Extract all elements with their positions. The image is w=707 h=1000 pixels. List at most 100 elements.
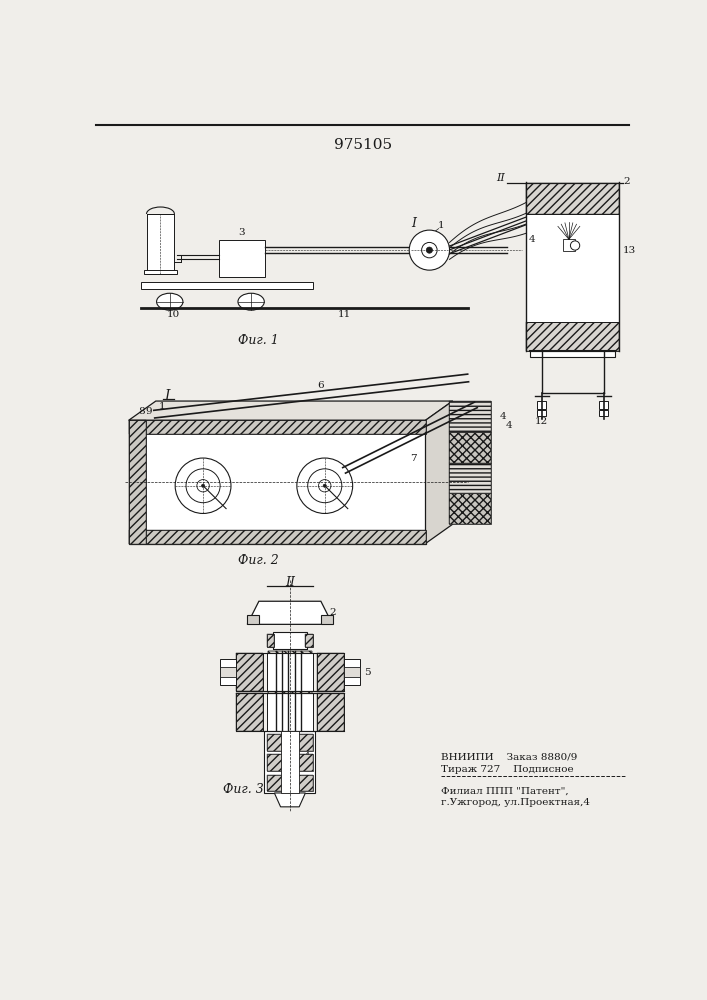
Text: г.Ужгород, ул.Проектная,4: г.Ужгород, ул.Проектная,4 [441,798,590,807]
Text: 8: 8 [138,407,144,416]
Bar [526,322,619,351]
Polygon shape [274,793,305,807]
Circle shape [409,230,450,270]
Text: ВНИИПИ    Заказ 8880/9: ВНИИПИ Заказ 8880/9 [441,753,578,762]
Polygon shape [426,401,452,544]
Bar [129,530,426,544]
Bar [144,270,177,274]
Bar [537,410,547,416]
Bar [268,651,312,731]
Text: II: II [285,576,295,588]
Text: Фиг. 3: Фиг. 3 [223,783,264,796]
Circle shape [319,480,331,492]
Bar [129,420,146,544]
Circle shape [421,242,437,258]
Text: 13: 13 [623,246,636,255]
Text: Фиг. 1: Фиг. 1 [238,334,279,347]
Text: 4: 4 [303,762,310,771]
Text: 5: 5 [364,668,370,677]
Bar [267,734,313,751]
Bar [264,731,315,793]
Bar [305,634,313,647]
Polygon shape [247,615,259,624]
Text: I: I [411,217,416,230]
Text: Тираж 727    Подписное: Тираж 727 Подписное [441,765,573,774]
Bar [526,214,619,322]
Bar [305,634,313,647]
Text: 975105: 975105 [334,138,392,152]
Bar [267,634,274,647]
Bar [267,754,313,771]
Bar [273,632,307,649]
Text: I: I [165,389,170,403]
Bar [267,693,313,731]
Bar [218,240,265,277]
Text: 4: 4 [303,752,310,761]
Polygon shape [247,601,332,624]
Bar [449,493,491,524]
Text: 4: 4 [529,235,536,244]
Bar [235,693,263,731]
Bar [526,183,619,214]
Bar [267,774,313,791]
Bar [449,463,491,493]
Text: 11: 11 [337,310,351,319]
Bar [129,420,426,434]
Bar [317,653,344,691]
Bar [267,734,313,751]
Bar [449,493,491,524]
Bar [267,754,313,771]
Bar [449,432,491,463]
Polygon shape [129,420,426,544]
Text: 4: 4 [500,412,506,421]
Circle shape [426,247,433,253]
Text: 1: 1 [158,402,165,411]
Bar [129,420,426,434]
Circle shape [323,484,327,487]
Polygon shape [321,615,332,624]
Bar [449,463,491,493]
Circle shape [297,458,353,513]
Bar [526,183,619,214]
Circle shape [308,469,341,503]
Bar [344,667,360,677]
Text: 6: 6 [317,381,325,390]
Bar [537,401,547,409]
Bar [267,634,274,647]
Text: 3: 3 [238,228,245,237]
Polygon shape [129,401,452,420]
Bar [146,214,175,274]
Text: 4: 4 [506,421,513,430]
Bar [281,731,299,793]
Bar [268,651,312,731]
Bar [530,351,615,357]
Circle shape [571,241,580,250]
Bar [235,653,263,691]
Circle shape [201,484,204,487]
Bar [526,322,619,351]
Bar [449,401,491,432]
Bar [235,653,263,691]
Bar [599,410,609,416]
Bar [129,530,426,544]
Circle shape [175,458,231,513]
Text: Фиг. 2: Фиг. 2 [238,554,279,567]
Text: Филиал ППП "Патент",: Филиал ППП "Патент", [441,787,568,796]
Text: 2: 2 [624,177,631,186]
Bar [317,653,344,691]
Text: 12: 12 [535,417,549,426]
Text: 7: 7 [411,454,417,463]
Bar [317,693,344,731]
Bar [220,667,235,677]
Text: 2: 2 [329,608,336,617]
Ellipse shape [156,293,183,310]
Text: II: II [496,173,505,183]
Bar [235,693,263,731]
Bar [267,774,313,791]
Bar [220,659,235,685]
Bar [563,239,575,251]
Bar [129,420,146,544]
Text: 9: 9 [146,407,152,416]
Bar [449,401,491,432]
Bar [317,693,344,731]
